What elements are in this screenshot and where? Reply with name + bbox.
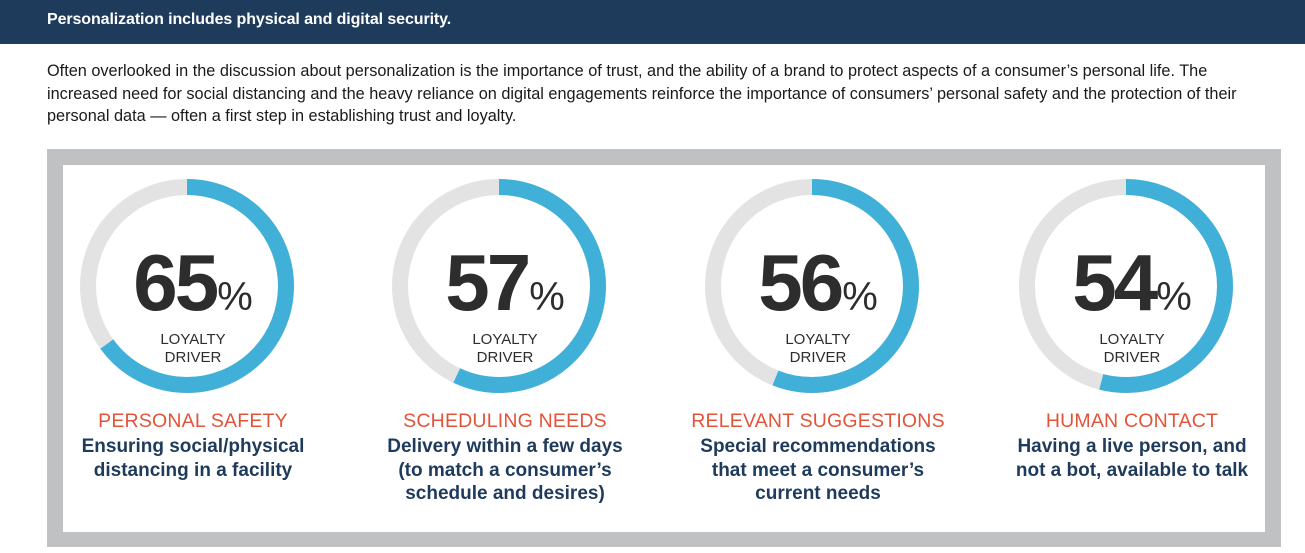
category-description: Ensuring social/physical distancing in a… (81, 436, 305, 481)
driver-line-2: DRIVER (1103, 349, 1161, 366)
donut-gauge-svg (392, 179, 606, 393)
donut-gauge (688, 165, 948, 405)
stat-card-scheduling-needs: 57% LOYALTY DRIVER SCHEDULING NEEDS Deli… (375, 165, 635, 532)
percent-sign: % (529, 275, 565, 319)
gauge-arc (705, 179, 919, 393)
loyalty-driver-label: LOYALTY DRIVER (63, 331, 323, 367)
percent-sign: % (1156, 275, 1192, 319)
driver-line-1: LOYALTY (1099, 331, 1165, 348)
driver-line-1: LOYALTY (785, 331, 851, 348)
donut-gauge-svg (705, 179, 919, 393)
category-title: HUMAN CONTACT (1045, 410, 1219, 432)
stats-panel: 65% LOYALTY DRIVER PERSONAL SAFETY Ensur… (63, 165, 1265, 532)
category-title: RELEVANT SUGGESTIONS (691, 410, 945, 432)
percent-value: 54% (1002, 243, 1262, 323)
stat-card-human-contact: 54% LOYALTY DRIVER HUMAN CONTACT Having … (1002, 165, 1262, 532)
donut-gauge (63, 165, 323, 405)
percent-value: 56% (688, 243, 948, 323)
donut-gauge (1002, 165, 1262, 405)
driver-line-2: DRIVER (789, 349, 847, 366)
category-title: PERSONAL SAFETY (98, 410, 288, 432)
donut-gauge (375, 165, 635, 405)
driver-line-2: DRIVER (476, 349, 534, 366)
stat-card-relevant-suggestions: 56% LOYALTY DRIVER RELEVANT SUGGESTIONS … (688, 165, 948, 532)
category-title: SCHEDULING NEEDS (403, 410, 607, 432)
loyalty-driver-label: LOYALTY DRIVER (375, 331, 635, 367)
category-description: Special recommendations that meet a cons… (700, 436, 936, 504)
loyalty-driver-label: LOYALTY DRIVER (688, 331, 948, 367)
percent-number: 56 (758, 238, 844, 327)
loyalty-driver-label: LOYALTY DRIVER (1002, 331, 1262, 367)
percent-sign: % (217, 275, 253, 319)
gauge-arc (1019, 179, 1233, 393)
percent-value: 65% (63, 243, 323, 323)
driver-line-1: LOYALTY (160, 331, 226, 348)
percent-number: 57 (445, 238, 531, 327)
driver-line-1: LOYALTY (472, 331, 538, 348)
donut-gauge-svg (1019, 179, 1233, 393)
percent-sign: % (842, 275, 878, 319)
header-bar: Personalization includes physical and di… (0, 0, 1305, 44)
percent-number: 54 (1072, 238, 1158, 327)
gauge-arc (392, 179, 606, 393)
percent-value: 57% (375, 243, 635, 323)
donut-gauge-svg (80, 179, 294, 393)
category-description: Having a live person, and not a bot, ava… (1015, 436, 1249, 481)
category-description: Delivery within a few days (to match a c… (387, 436, 623, 504)
intro-paragraph: Often overlooked in the discussion about… (47, 62, 1237, 125)
section-title: Personalization includes physical and di… (47, 11, 452, 28)
stat-card-personal-safety: 65% LOYALTY DRIVER PERSONAL SAFETY Ensur… (63, 165, 323, 532)
percent-number: 65 (133, 238, 219, 327)
gauge-arc (80, 179, 294, 393)
driver-line-2: DRIVER (164, 349, 222, 366)
